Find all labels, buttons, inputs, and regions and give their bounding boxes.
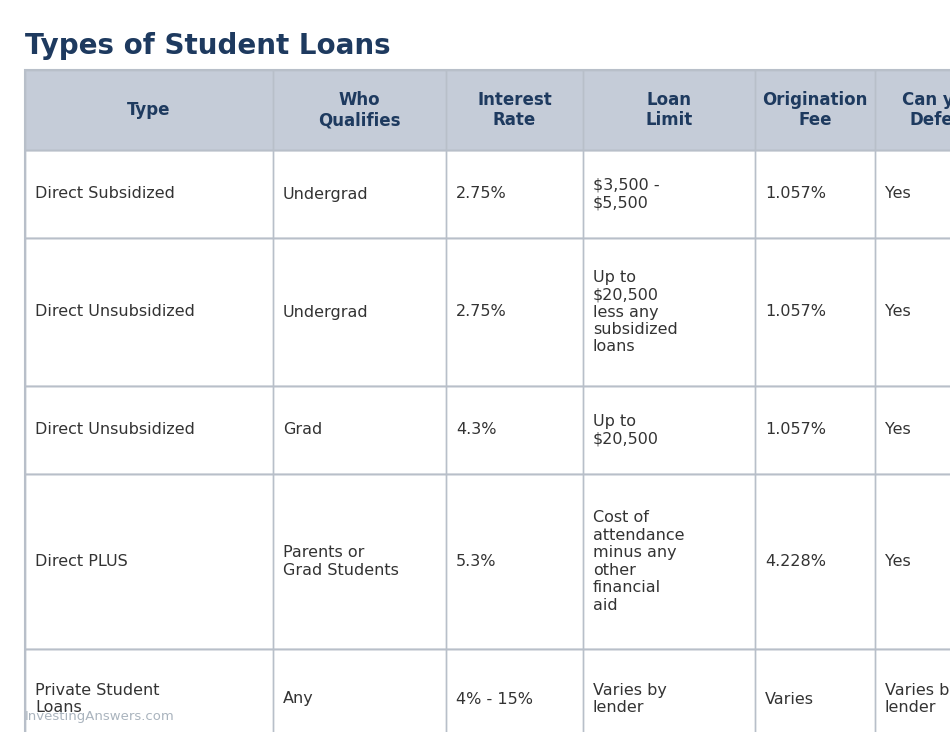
Text: Who
Qualifies: Who Qualifies (318, 91, 401, 130)
Bar (875, 649, 950, 732)
Text: Direct PLUS: Direct PLUS (35, 554, 127, 569)
Bar (755, 70, 875, 150)
Bar (25, 238, 273, 386)
Text: Any: Any (283, 692, 314, 706)
Bar (875, 150, 950, 238)
Text: Interest
Rate: Interest Rate (477, 91, 552, 130)
Bar (583, 150, 755, 238)
Bar (583, 649, 755, 732)
Text: Private Student
Loans: Private Student Loans (35, 683, 160, 715)
Text: Direct Unsubsidized: Direct Unsubsidized (35, 422, 195, 438)
Bar (273, 70, 446, 150)
Text: Type: Type (127, 101, 171, 119)
Bar (446, 150, 583, 238)
Bar (25, 150, 273, 238)
Text: Can you
Defer?: Can you Defer? (902, 91, 950, 130)
Text: Loan
Limit: Loan Limit (645, 91, 693, 130)
Bar (273, 474, 446, 649)
Text: Undergrad: Undergrad (283, 187, 369, 201)
Text: Direct Subsidized: Direct Subsidized (35, 187, 175, 201)
Bar (755, 649, 875, 732)
Text: 1.057%: 1.057% (765, 305, 826, 319)
Text: Up to
$20,500: Up to $20,500 (593, 414, 659, 447)
Text: Yes: Yes (885, 187, 911, 201)
Bar (25, 474, 273, 649)
Bar (273, 238, 446, 386)
Text: Direct Unsubsidized: Direct Unsubsidized (35, 305, 195, 319)
Bar (446, 386, 583, 474)
Text: Yes: Yes (885, 422, 911, 438)
Bar (755, 386, 875, 474)
Bar (875, 238, 950, 386)
Text: Parents or
Grad Students: Parents or Grad Students (283, 545, 399, 578)
Bar (273, 150, 446, 238)
Text: Yes: Yes (885, 554, 911, 569)
Bar (25, 649, 273, 732)
Bar (25, 386, 273, 474)
Text: 2.75%: 2.75% (456, 187, 506, 201)
Text: 1.057%: 1.057% (765, 422, 826, 438)
Bar (583, 70, 755, 150)
Bar (25, 238, 950, 386)
Bar (446, 238, 583, 386)
Bar (583, 238, 755, 386)
Text: $3,500 -
$5,500: $3,500 - $5,500 (593, 178, 659, 210)
Bar (755, 238, 875, 386)
Text: Up to
$20,500
less any
subsidized
loans: Up to $20,500 less any subsidized loans (593, 269, 677, 354)
Bar (273, 386, 446, 474)
Bar (583, 474, 755, 649)
Text: Cost of
attendance
minus any
other
financial
aid: Cost of attendance minus any other finan… (593, 510, 685, 613)
Bar (755, 474, 875, 649)
Bar (875, 70, 950, 150)
Bar (25, 70, 273, 150)
Text: Types of Student Loans: Types of Student Loans (25, 32, 390, 60)
Text: Varies by
lender: Varies by lender (885, 683, 950, 715)
Bar (875, 474, 950, 649)
Text: InvestingAnswers.com: InvestingAnswers.com (25, 710, 175, 723)
Text: 4.228%: 4.228% (765, 554, 826, 569)
Bar (25, 70, 950, 150)
Text: Yes: Yes (885, 305, 911, 319)
Text: 4.3%: 4.3% (456, 422, 497, 438)
Text: 1.057%: 1.057% (765, 187, 826, 201)
Bar (25, 474, 950, 649)
Bar (446, 474, 583, 649)
Bar (25, 386, 950, 474)
Bar (446, 70, 583, 150)
Text: Varies by
lender: Varies by lender (593, 683, 667, 715)
Text: 5.3%: 5.3% (456, 554, 497, 569)
Text: Origination
Fee: Origination Fee (762, 91, 867, 130)
Text: Varies: Varies (765, 692, 814, 706)
Text: Grad: Grad (283, 422, 322, 438)
Text: Undergrad: Undergrad (283, 305, 369, 319)
Bar (25, 649, 950, 732)
Text: 4% - 15%: 4% - 15% (456, 692, 533, 706)
Bar (583, 386, 755, 474)
Bar (755, 150, 875, 238)
Bar (875, 386, 950, 474)
Bar (273, 649, 446, 732)
Bar (25, 150, 950, 238)
Text: 2.75%: 2.75% (456, 305, 506, 319)
Bar (446, 649, 583, 732)
